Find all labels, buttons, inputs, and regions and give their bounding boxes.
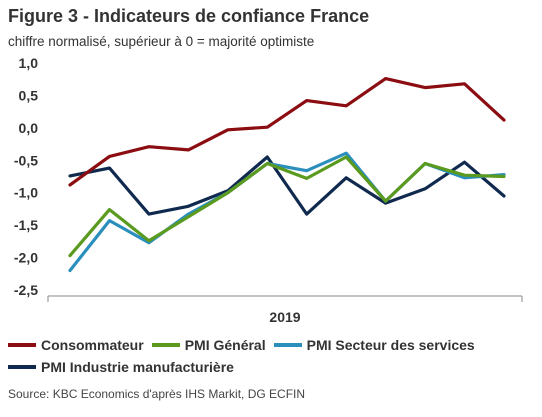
series-layer [68, 76, 506, 273]
y-tick-label: 1,0 [19, 55, 39, 71]
line-chart: 1,0 0,5 0,0 -0,5 -1,0 -1,5 -2,0 -2,5 2019 [14, 55, 523, 325]
y-tick-label: 0,5 [19, 87, 39, 103]
legend-swatch-pmi-industrie [8, 365, 36, 369]
legend-item-consommateur: Consommateur [8, 337, 144, 353]
y-tick-label: -1,5 [14, 217, 38, 233]
chart-subtitle: chiffre normalisé, supérieur à 0 = major… [8, 34, 315, 49]
series-line-consommateur [68, 76, 506, 187]
legend-swatch-consommateur [8, 343, 36, 347]
series-line-pmi-industrie-manufacturi-re [68, 155, 506, 216]
y-axis: 1,0 0,5 0,0 -0,5 -1,0 -1,5 -2,0 -2,5 [14, 55, 38, 298]
legend-item-pmi-services: PMI Secteur des services [273, 337, 475, 353]
y-tick-label: 0,0 [19, 120, 39, 136]
legend-label-pmi-services: PMI Secteur des services [306, 337, 475, 353]
legend-item-pmi-industrie: PMI Industrie manufacturière [8, 359, 234, 375]
y-tick-label: -1,0 [14, 185, 38, 201]
x-axis: 2019 [47, 295, 523, 325]
legend-label-pmi-general: PMI Général [184, 337, 266, 353]
y-tick-label: -0,5 [14, 152, 38, 168]
legend-row-2: PMI Industrie manufacturière [8, 356, 534, 378]
source-note: Source: KBC Economics d'après IHS Markit… [8, 387, 306, 401]
legend-item-pmi-general: PMI Général [151, 337, 266, 353]
y-tick-label: -2,0 [14, 250, 38, 266]
y-tick-label: -2,5 [14, 282, 38, 298]
legend-swatch-pmi-general [151, 343, 180, 347]
x-tick-label: 2019 [269, 309, 300, 325]
chart-title: Figure 3 - Indicateurs de confiance Fran… [8, 6, 370, 26]
legend: Consommateur PMI Général PMI Secteur des… [8, 334, 534, 378]
legend-swatch-pmi-services [273, 343, 302, 347]
legend-label-consommateur: Consommateur [41, 337, 144, 353]
legend-row-1: Consommateur PMI Général PMI Secteur des… [8, 334, 534, 356]
legend-label-pmi-industrie: PMI Industrie manufacturière [41, 359, 234, 375]
series-line-pmi-g-n-ral [68, 155, 506, 258]
